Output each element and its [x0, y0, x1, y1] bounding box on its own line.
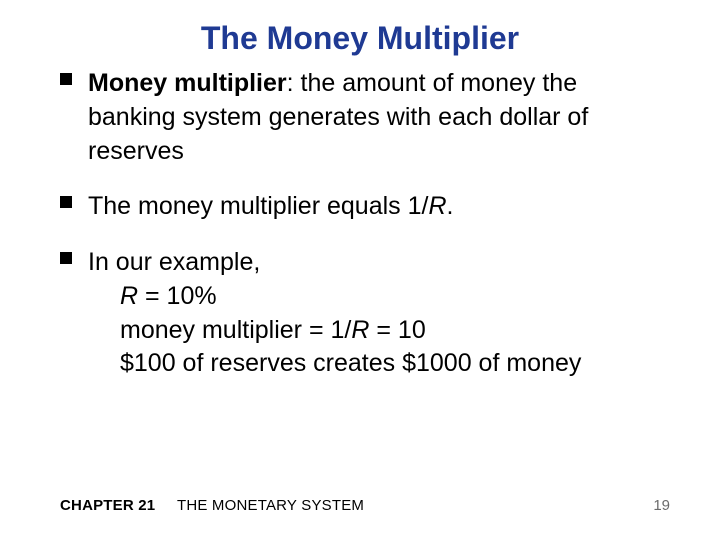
text-run: The money multiplier equals 1/ [88, 192, 428, 220]
slide-title: The Money Multiplier [0, 0, 720, 67]
example-line: $100 of reserves creates $1000 of money [120, 349, 581, 377]
footer-gap [160, 497, 173, 514]
chapter-title: THE MONETARY SYSTEM [177, 497, 364, 514]
slide-body: Money multiplier: the amount of money th… [0, 67, 720, 381]
page-number: 19 [653, 497, 670, 514]
italic-var: R [120, 282, 138, 310]
text-run: . [447, 192, 454, 220]
text-run: = 10 [369, 316, 425, 344]
footer-left: CHAPTER 21 THE MONETARY SYSTEM [60, 497, 364, 514]
slide: The Money Multiplier Money multiplier: t… [0, 0, 720, 540]
bullet-item: The money multiplier equals 1/R. [60, 190, 670, 224]
italic-var: R [428, 192, 446, 220]
bullet-item: In our example, R = 10% money multiplier… [60, 246, 670, 381]
text-run: $100 of reserves creates $1000 of money [120, 349, 581, 377]
term-bold: Money multiplier [88, 69, 287, 97]
example-line: R = 10% [120, 282, 217, 310]
chapter-number: CHAPTER 21 [60, 497, 155, 514]
text-run: = 10% [138, 282, 217, 310]
bullet-list: Money multiplier: the amount of money th… [60, 67, 670, 381]
text-run: money multiplier = 1/ [120, 316, 351, 344]
bullet-item: Money multiplier: the amount of money th… [60, 67, 670, 168]
slide-footer: CHAPTER 21 THE MONETARY SYSTEM 19 [60, 497, 670, 514]
text-run: In our example, [88, 248, 260, 276]
italic-var: R [351, 316, 369, 344]
example-line: money multiplier = 1/R = 10 [120, 316, 426, 344]
